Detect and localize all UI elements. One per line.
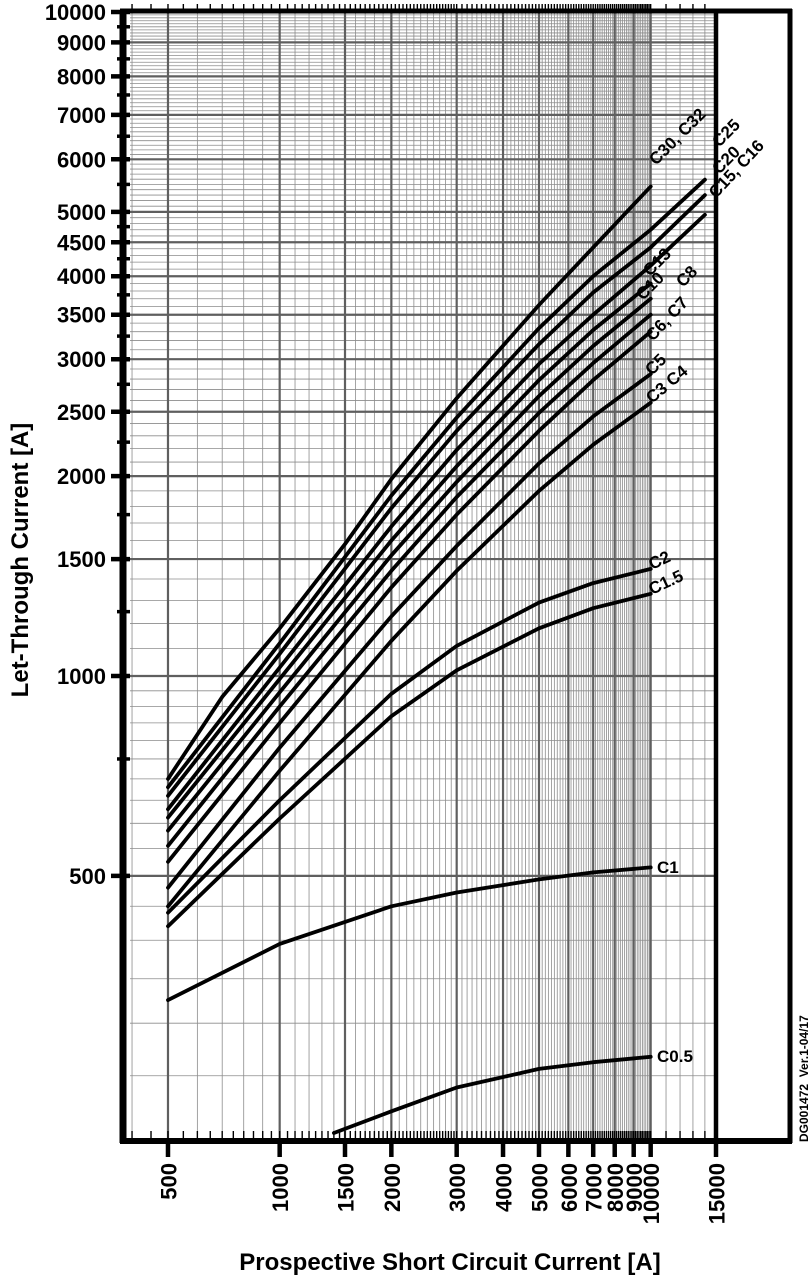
x-tick-label: 15000	[705, 1163, 730, 1224]
curve-c15-c16	[166, 212, 707, 812]
x-tick-label: 4000	[492, 1163, 517, 1212]
curve-label-c1: C1	[657, 858, 679, 877]
x-tick-label: 9000	[622, 1163, 647, 1212]
curve-label-c8: C8	[672, 262, 701, 291]
curve-c6-c7	[166, 329, 653, 864]
y-tick-label: 1000	[57, 664, 106, 689]
y-tick-label: 5000	[57, 200, 106, 225]
y-tick-label: 3000	[57, 347, 106, 372]
x-tick-label: 1000	[268, 1163, 293, 1212]
curve-c10	[166, 296, 653, 833]
y-tick-label: 7000	[57, 103, 106, 128]
x-tick-label: 500	[156, 1163, 181, 1200]
curve-c25	[166, 177, 707, 790]
y-tick-label: 2000	[57, 464, 106, 489]
x-axis-title: Prospective Short Circuit Current [A]	[239, 1249, 661, 1276]
y-tick-label: 8000	[57, 64, 106, 89]
y-tick-label: 500	[69, 864, 106, 889]
y-tick-label: 6000	[57, 147, 106, 172]
curve-c8	[166, 312, 653, 848]
y-tick-label: 3500	[57, 303, 106, 328]
document-code: DG001472 Ver.1-04/17	[797, 1015, 810, 1142]
y-tick-label: 10000	[45, 0, 106, 25]
curve-c30-c32	[166, 184, 653, 781]
y-axis-title: Let-Through Current [A]	[7, 422, 34, 698]
x-tick-label: 6000	[557, 1163, 582, 1212]
x-tick-label: 7000	[582, 1163, 607, 1212]
curve-c1.5	[166, 591, 653, 929]
y-tick-label: 2500	[57, 400, 106, 425]
x-tick-label: 2000	[380, 1163, 405, 1212]
curve-c0.5	[331, 1054, 653, 1135]
y-tick-label: 4000	[57, 264, 106, 289]
x-tick-label: 5000	[527, 1163, 552, 1212]
y-tick-label: 1500	[57, 547, 106, 572]
curve-c13	[166, 281, 653, 820]
curve-label-c0.5: C0.5	[657, 1047, 693, 1066]
curve-c5	[166, 372, 653, 890]
x-tick-label: 3000	[445, 1163, 470, 1212]
x-tick-label: 10000	[639, 1163, 664, 1224]
curve-c3-c4	[166, 400, 653, 909]
x-tick-label: 1500	[334, 1163, 359, 1212]
y-tick-label: 9000	[57, 30, 106, 55]
x-tick-label: 8000	[603, 1163, 628, 1212]
y-tick-label: 4500	[57, 230, 106, 255]
curve-c2	[166, 567, 653, 915]
curve-c1	[166, 865, 653, 1002]
curve-c20	[166, 193, 707, 798]
